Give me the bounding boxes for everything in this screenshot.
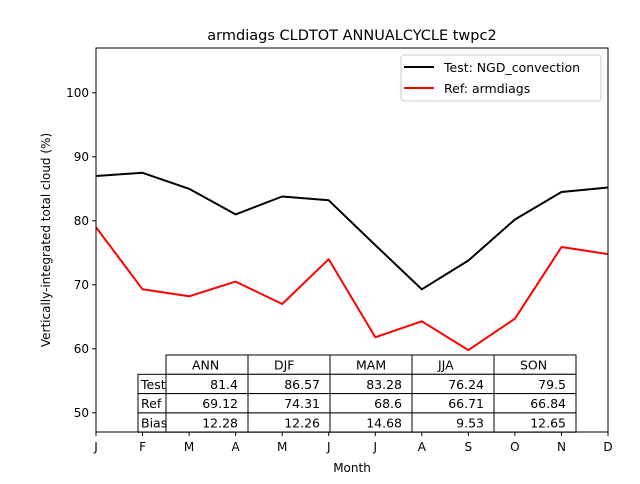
y-tick-label: 100 [66,86,89,100]
table-cell-value: 79.5 [538,377,566,392]
x-tick-label: A [232,440,241,454]
x-tick-label: J [93,440,98,454]
x-tick-label: D [603,440,612,454]
table-cell-value: 83.28 [366,377,402,392]
table-row-label: Bias [141,415,167,430]
table-cell-value: 68.6 [374,396,402,411]
series-line-1 [95,226,609,352]
table-row-label: Test [140,377,166,392]
table-cell-value: 86.57 [284,377,320,392]
table-cell-value: 74.31 [284,396,320,411]
table-cell-value: 76.24 [448,377,484,392]
legend: Test: NGD_convection Ref: armdiags [400,54,602,102]
chart-title: armdiags CLDTOT ANNUALCYCLE twpc2 [207,28,496,44]
x-tick-label: J [326,440,331,454]
x-tick-label: O [510,440,519,454]
y-tick-label: 70 [74,278,89,292]
table-cell-value: 66.71 [448,396,484,411]
plot-lines [95,171,609,352]
y-axis-label: Vertically-integrated total cloud (%) [39,133,53,347]
stats-table: ANN DJF MAM JJA SON 81.4 86.57 83.28 76.24 79.5 Te… [137,354,577,433]
legend-label: Test: NGD_convection [443,60,580,75]
table-cell-value: 12.28 [202,415,238,430]
y-tick-label: 80 [74,214,89,228]
x-tick-label: M [277,440,287,454]
x-tick-label: S [465,440,473,454]
table-cell-value: 12.65 [530,415,566,430]
x-tick-label: A [418,440,427,454]
x-tick-label: M [184,440,194,454]
x-tick-label: N [557,440,566,454]
legend-box [400,54,602,102]
table-header-label: MAM [356,358,386,373]
table-cell-value: 66.84 [530,396,566,411]
table-header-label: JJA [437,358,454,373]
x-tick-label: J [372,440,377,454]
table-cell-value: 81.4 [210,377,238,392]
table-cell-value: 14.68 [366,415,402,430]
table-cell-value: 12.26 [284,415,320,430]
x-tick-label: F [139,440,146,454]
table-cell-value: 69.12 [202,396,238,411]
table-cell-value: 9.53 [456,415,484,430]
y-tick-label: 90 [74,150,89,164]
y-tick-label: 60 [74,342,89,356]
table-header-label: ANN [192,358,219,373]
table-row-label: Ref [141,396,162,411]
table-header-label: DJF [274,358,295,373]
legend-label: Ref: armdiags [444,81,530,96]
y-tick-label: 50 [74,406,89,420]
series-line-0 [95,171,609,291]
plot-frame [95,47,609,433]
table-header-label: SON [520,358,547,373]
y-axis: 50 60 70 80 90 100 [66,86,96,420]
x-axis-label: Month [333,461,371,475]
